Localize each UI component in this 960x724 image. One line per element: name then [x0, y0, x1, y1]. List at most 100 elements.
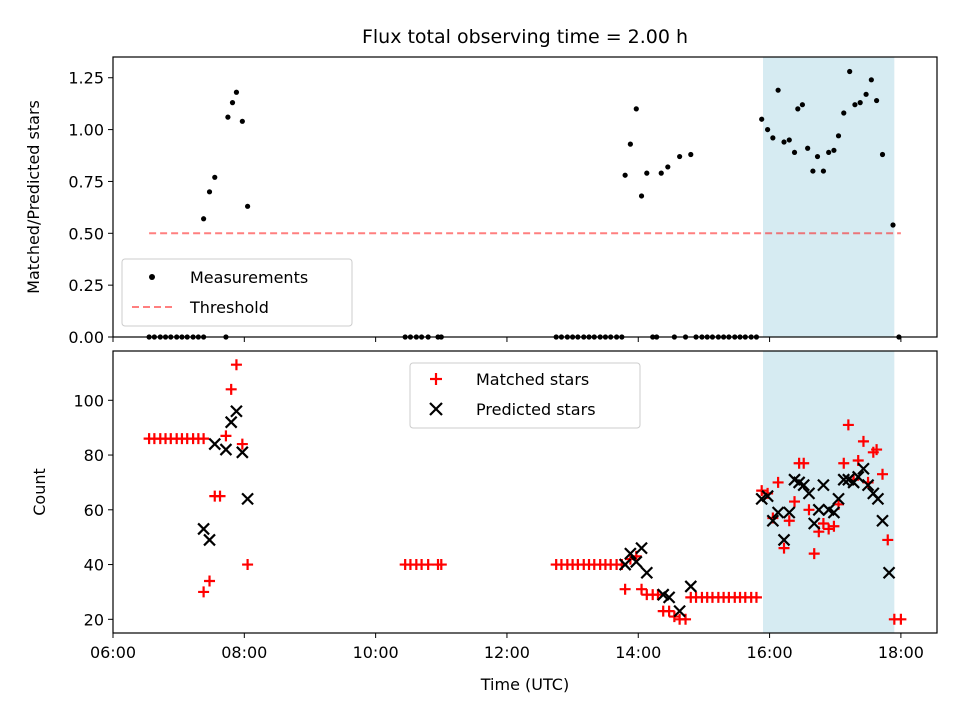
chart-title: Flux total observing time = 2.00 h	[362, 26, 688, 48]
measurements-point	[638, 193, 645, 199]
measurements-point	[835, 133, 842, 139]
matched-stars-point	[803, 504, 815, 516]
matched-stars-point	[204, 575, 216, 587]
measurements-point	[863, 91, 869, 97]
matched-stars-point	[225, 383, 237, 395]
measurements-point	[665, 164, 671, 170]
measurements-point	[225, 114, 231, 120]
matched-stars-point	[422, 559, 434, 571]
matched-stars-point	[220, 430, 232, 442]
predicted-stars-point	[662, 591, 676, 604]
matched-stars-point	[652, 589, 664, 601]
predicted-stars-point	[766, 514, 780, 528]
ratio-panel-marks	[146, 68, 902, 340]
x-tick-label: 10:00	[353, 643, 399, 662]
predicted-stars-point	[761, 489, 774, 503]
matched-stars-point	[877, 468, 889, 480]
ratio-panel: 0.00 0.25 0.50 0.75 1.00 1.25 Matched/Predict…	[24, 56, 938, 347]
matched-stars-point	[808, 548, 820, 560]
measurements-point	[233, 89, 240, 95]
count-panel-marks	[143, 359, 907, 625]
measurements-point	[810, 168, 816, 174]
ratio-legend-box	[121, 258, 353, 327]
predicted-stars-point	[817, 478, 830, 492]
predicted-stars-point	[807, 517, 821, 530]
legend-threshold-label: Threshold	[189, 298, 269, 317]
measurements-point	[212, 174, 218, 180]
measurements-point	[244, 203, 251, 209]
measurements-point	[688, 151, 694, 158]
matched-stars-point	[236, 438, 248, 450]
count-panel-frame	[112, 350, 938, 634]
matched-stars-point	[778, 542, 790, 554]
measurements-point	[677, 153, 683, 160]
ratio-panel-y-ticks: 0.00 0.25 0.50 0.75 1.00 1.25	[68, 69, 113, 347]
legend-predicted-label: Predicted stars	[476, 400, 596, 419]
matched-stars-point	[198, 586, 210, 598]
y-tick-label: 80	[84, 446, 104, 465]
ratio-panel-x-ticks	[112, 337, 902, 342]
x-tick-label: 16:00	[747, 643, 793, 662]
predicted-stars-point	[197, 522, 210, 536]
legend-matched-label: Matched stars	[476, 370, 589, 389]
matched-stars-point	[798, 457, 810, 469]
x-tick-label: 06:00	[90, 643, 136, 662]
count-legend-box	[409, 362, 641, 429]
measurements-point	[781, 139, 787, 145]
predicted-stars-point	[837, 473, 851, 486]
matched-stars-point	[817, 517, 829, 529]
measurements-point	[868, 77, 874, 83]
matched-stars-point	[214, 490, 226, 502]
matched-stars-point	[838, 457, 850, 469]
ratio-panel-highlight	[763, 57, 895, 337]
x-tick-label: 18:00	[878, 643, 924, 662]
measurements-point	[791, 149, 798, 156]
measurements-point	[890, 222, 896, 228]
matched-stars-point	[895, 613, 907, 625]
x-tick-label: 12:00	[484, 643, 530, 662]
matched-stars-point	[871, 444, 883, 456]
matched-stars-point	[435, 559, 447, 571]
predicted-stars-point	[219, 443, 233, 456]
y-tick-label: 0.50	[68, 224, 104, 243]
y-tick-label: 60	[84, 501, 104, 520]
predicted-stars-point	[871, 492, 885, 506]
matched-stars-point	[636, 583, 648, 595]
predicted-stars-point	[673, 604, 686, 618]
legend-measurements-marker	[149, 274, 155, 280]
measurements-point	[229, 100, 236, 106]
measurements-point	[239, 118, 245, 124]
ratio-panel-y-label: Matched/Predicted stars	[24, 100, 43, 294]
matched-stars-point	[828, 520, 840, 532]
y-tick-label: 100	[73, 391, 104, 410]
predicted-stars-point	[857, 462, 870, 476]
legend-predicted-marker	[429, 402, 443, 416]
measurements-point	[831, 147, 837, 153]
predicted-stars-point	[640, 566, 654, 580]
ratio-panel-frame	[112, 56, 938, 338]
y-tick-label: 0.75	[68, 172, 104, 191]
measurements-point	[622, 172, 628, 178]
predicted-stars-point	[861, 478, 875, 492]
predicted-stars-point	[802, 487, 816, 500]
measurements-point	[759, 116, 765, 122]
count-panel-legend: Matched stars Predicted stars	[409, 362, 641, 429]
predicted-stars-point	[876, 514, 889, 528]
measurements-point	[795, 106, 801, 112]
matched-stars-point	[756, 485, 768, 497]
matched-stars-point	[857, 435, 869, 447]
predicted-stars-point	[812, 503, 826, 517]
predicted-stars-point	[630, 555, 643, 569]
legend-measurements-label: Measurements	[190, 268, 308, 287]
matched-stars-point	[842, 419, 854, 431]
count-panel-y-label: Count	[30, 468, 49, 516]
predicted-stars-point	[684, 580, 698, 593]
legend-matched-marker	[430, 373, 442, 385]
x-tick-label: 14:00	[615, 643, 661, 662]
predicted-stars-point	[624, 547, 637, 560]
matched-stars-point	[783, 515, 795, 527]
measurements-point	[644, 170, 650, 176]
measurements-point	[206, 189, 213, 195]
y-tick-label: 0.25	[68, 276, 104, 295]
